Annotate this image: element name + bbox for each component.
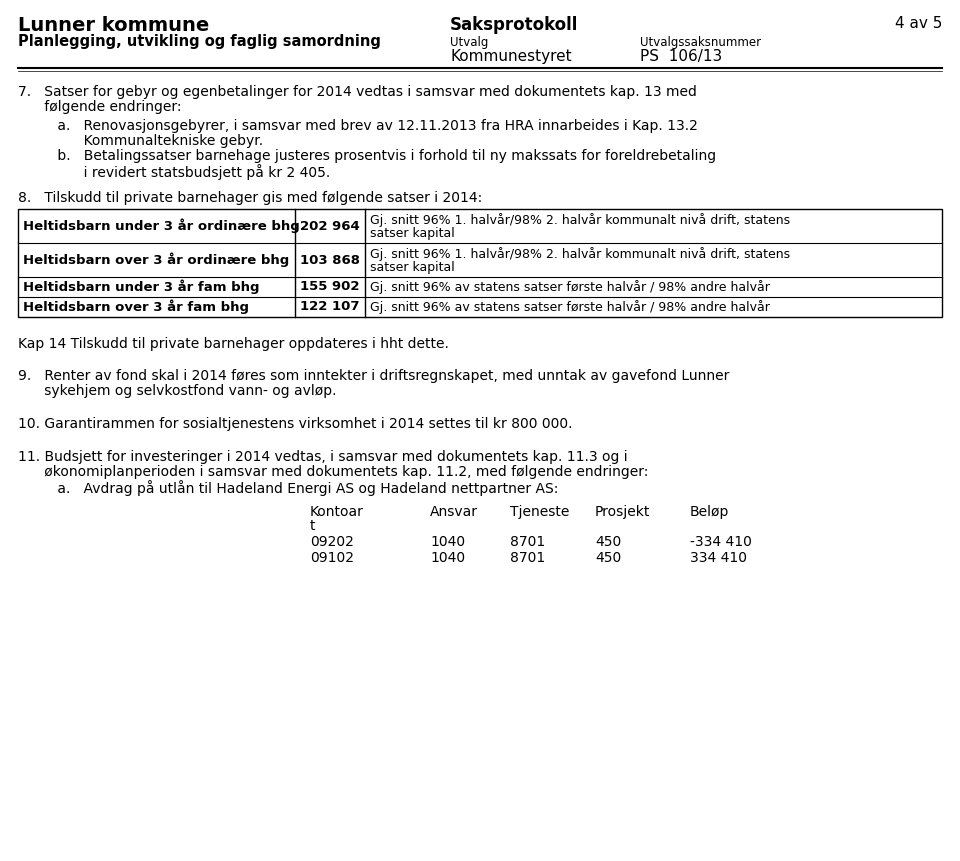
Text: 450: 450 — [595, 551, 621, 565]
Text: b.   Betalingssatser barnehage justeres prosentvis i forhold til ny makssats for: b. Betalingssatser barnehage justeres pr… — [18, 149, 716, 163]
Text: 8701: 8701 — [510, 551, 545, 565]
Text: PS  106/13: PS 106/13 — [640, 49, 722, 64]
Text: 09202: 09202 — [310, 535, 354, 549]
Text: Prosjekt: Prosjekt — [595, 505, 650, 519]
Text: 122 107: 122 107 — [300, 300, 359, 313]
Text: Planlegging, utvikling og faglig samordning: Planlegging, utvikling og faglig samordn… — [18, 34, 381, 49]
Text: Lunner kommune: Lunner kommune — [18, 16, 209, 35]
Text: 450: 450 — [595, 535, 621, 549]
Text: Tjeneste: Tjeneste — [510, 505, 569, 519]
Text: a.   Renovasjonsgebyrer, i samsvar med brev av 12.11.2013 fra HRA innarbeides i : a. Renovasjonsgebyrer, i samsvar med bre… — [18, 119, 698, 133]
Text: Heltidsbarn under 3 år fam bhg: Heltidsbarn under 3 år fam bhg — [23, 280, 259, 294]
Text: Heltidsbarn under 3 år ordinære bhg: Heltidsbarn under 3 år ordinære bhg — [23, 219, 300, 233]
Text: 7.   Satser for gebyr og egenbetalinger for 2014 vedtas i samsvar med dokumentet: 7. Satser for gebyr og egenbetalinger fo… — [18, 85, 697, 99]
Text: Gj. snitt 96% 1. halvår/98% 2. halvår kommunalt nivå drift, statens: Gj. snitt 96% 1. halvår/98% 2. halvår ko… — [370, 247, 790, 261]
Text: Gj. snitt 96% 1. halvår/98% 2. halvår kommunalt nivå drift, statens: Gj. snitt 96% 1. halvår/98% 2. halvår ko… — [370, 213, 790, 227]
Text: Gj. snitt 96% av statens satser første halvår / 98% andre halvår: Gj. snitt 96% av statens satser første h… — [370, 300, 770, 314]
Text: t: t — [310, 519, 316, 533]
Text: -334 410: -334 410 — [690, 535, 752, 549]
Text: 4 av 5: 4 av 5 — [895, 16, 942, 31]
Text: sykehjem og selvkostfond vann- og avløp.: sykehjem og selvkostfond vann- og avløp. — [18, 384, 337, 398]
Bar — [18, 209, 942, 317]
Text: 8.   Tilskudd til private barnehager gis med følgende satser i 2014:: 8. Tilskudd til private barnehager gis m… — [18, 191, 482, 205]
Text: Heltidsbarn over 3 år ordinære bhg: Heltidsbarn over 3 år ordinære bhg — [23, 253, 289, 267]
Text: Utvalg: Utvalg — [450, 36, 489, 49]
Text: Kommunestyret: Kommunestyret — [450, 49, 571, 64]
Text: følgende endringer:: følgende endringer: — [18, 100, 181, 114]
Text: 1040: 1040 — [430, 551, 466, 565]
Text: Utvalgssaksnummer: Utvalgssaksnummer — [640, 36, 761, 49]
Text: 10. Garantirammen for sosialtjenestens virksomhet i 2014 settes til kr 800 000.: 10. Garantirammen for sosialtjenestens v… — [18, 417, 572, 431]
Text: 8701: 8701 — [510, 535, 545, 549]
Text: Kommunaltekniske gebyr.: Kommunaltekniske gebyr. — [18, 134, 263, 148]
Text: Beløp: Beløp — [690, 505, 730, 519]
Text: satser kapital: satser kapital — [370, 227, 455, 240]
Text: 1040: 1040 — [430, 535, 466, 549]
Text: Kap 14 Tilskudd til private barnehager oppdateres i hht dette.: Kap 14 Tilskudd til private barnehager o… — [18, 337, 449, 351]
Text: Heltidsbarn over 3 år fam bhg: Heltidsbarn over 3 år fam bhg — [23, 300, 249, 314]
Text: Kontoar: Kontoar — [310, 505, 364, 519]
Text: 09102: 09102 — [310, 551, 354, 565]
Text: 9.   Renter av fond skal i 2014 føres som inntekter i driftsregnskapet, med unnt: 9. Renter av fond skal i 2014 føres som … — [18, 369, 730, 383]
Text: 202 964: 202 964 — [300, 220, 360, 232]
Text: økonomiplanperioden i samsvar med dokumentets kap. 11.2, med følgende endringer:: økonomiplanperioden i samsvar med dokume… — [18, 465, 648, 479]
Text: Ansvar: Ansvar — [430, 505, 478, 519]
Text: Saksprotokoll: Saksprotokoll — [450, 16, 578, 34]
Text: a.   Avdrag på utlån til Hadeland Energi AS og Hadeland nettpartner AS:: a. Avdrag på utlån til Hadeland Energi A… — [18, 480, 559, 496]
Text: 334 410: 334 410 — [690, 551, 747, 565]
Text: i revidert statsbudsjett på kr 2 405.: i revidert statsbudsjett på kr 2 405. — [18, 164, 330, 180]
Text: 11. Budsjett for investeringer i 2014 vedtas, i samsvar med dokumentets kap. 11.: 11. Budsjett for investeringer i 2014 ve… — [18, 450, 628, 464]
Text: 103 868: 103 868 — [300, 253, 360, 267]
Text: Gj. snitt 96% av statens satser første halvår / 98% andre halvår: Gj. snitt 96% av statens satser første h… — [370, 280, 770, 294]
Text: 155 902: 155 902 — [300, 281, 359, 294]
Text: satser kapital: satser kapital — [370, 261, 455, 274]
